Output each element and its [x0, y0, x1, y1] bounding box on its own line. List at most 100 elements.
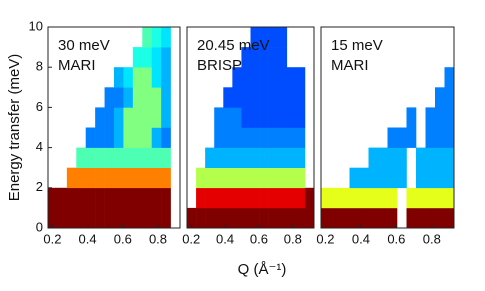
- heat-cell: [151, 67, 162, 88]
- x-tick-label: 0.8: [149, 231, 167, 246]
- axes-frame: [186, 26, 315, 229]
- heat-cell: [378, 187, 388, 209]
- heat-cell: [205, 207, 215, 229]
- heat-cell: [277, 187, 288, 209]
- y-tick-label: 0: [36, 219, 43, 234]
- heat-cell: [76, 147, 87, 168]
- heat-cell: [241, 67, 251, 88]
- heat-cell: [114, 207, 124, 229]
- heat-cell: [196, 187, 206, 209]
- heat-cell: [259, 167, 269, 189]
- heat-cell: [444, 147, 455, 168]
- heat-cell: [142, 67, 153, 88]
- heat-cell: [330, 207, 341, 229]
- x-tick-label: 0.6: [250, 231, 268, 246]
- heat-cell: [295, 107, 306, 128]
- heat-cell: [416, 207, 426, 229]
- heat-cell: [214, 167, 224, 189]
- heat-cell: [214, 147, 224, 168]
- heat-cell: [232, 107, 242, 128]
- heat-cell: [241, 147, 251, 168]
- heat-cell: [241, 87, 251, 108]
- heat-cell: [330, 187, 341, 209]
- heat-cell: [132, 127, 143, 148]
- heat-cell: [321, 187, 331, 209]
- heat-cell: [268, 147, 279, 168]
- heat-cell: [435, 187, 445, 209]
- heat-cell: [232, 207, 242, 229]
- heat-cell: [359, 167, 369, 189]
- heat-cell: [277, 67, 288, 88]
- heat-cell: [416, 187, 426, 209]
- heat-cell: [241, 107, 251, 128]
- heat-cell: [223, 207, 233, 229]
- heat-cell: [435, 107, 445, 128]
- heat-cell: [223, 127, 233, 148]
- heat-cell: [104, 107, 115, 128]
- heat-cell: [368, 147, 379, 168]
- heat-cell: [132, 87, 143, 108]
- heat-cell: [406, 127, 417, 148]
- heat-cell: [368, 167, 379, 189]
- panel-annotation: 30 meV: [58, 37, 110, 54]
- heat-cell: [48, 187, 58, 209]
- heat-cell: [268, 87, 279, 108]
- heat-cell: [214, 187, 224, 209]
- heat-cell: [114, 147, 124, 168]
- heat-cell: [232, 127, 242, 148]
- heat-cell: [304, 187, 315, 209]
- heat-cell: [295, 67, 306, 88]
- heat-cell: [259, 147, 269, 168]
- heat-cell: [295, 147, 306, 168]
- heat-cell: [205, 147, 215, 168]
- heat-cell: [378, 207, 388, 229]
- heat-cell: [295, 187, 306, 209]
- heat-cell: [387, 207, 398, 229]
- heat-cell: [425, 127, 436, 148]
- heat-cell: [340, 207, 350, 229]
- heat-cell: [268, 187, 279, 209]
- x-tick-label: 0.2: [43, 231, 61, 246]
- heat-cell: [232, 67, 242, 88]
- heat-cell: [142, 147, 153, 168]
- heat-cell: [151, 107, 162, 128]
- heat-cell: [66, 207, 77, 229]
- heat-cell: [259, 207, 269, 229]
- heat-cell: [286, 67, 297, 88]
- y-tick-label: 10: [29, 18, 43, 33]
- heat-cell: [277, 27, 288, 48]
- heat-cell: [132, 167, 143, 189]
- heat-cell: [250, 67, 260, 88]
- heat-cell: [85, 127, 96, 148]
- y-axis-label: Energy transfer (meV): [6, 54, 23, 202]
- y-tick-label: 6: [36, 99, 43, 114]
- heat-cell: [444, 187, 455, 209]
- heat-cell: [151, 127, 162, 148]
- heat-cell: [425, 107, 436, 128]
- heat-cell: [397, 127, 407, 148]
- heat-cell: [277, 127, 288, 148]
- heat-cell: [104, 87, 115, 108]
- heat-cell: [268, 207, 279, 229]
- heat-cell: [241, 207, 251, 229]
- heat-cell: [286, 127, 297, 148]
- heat-cell: [435, 127, 445, 148]
- heat-cell: [114, 167, 124, 189]
- heat-cell: [161, 147, 171, 168]
- heat-cell: [425, 147, 436, 168]
- heat-cell: [232, 167, 242, 189]
- heat-cell: [286, 167, 297, 189]
- heat-cell: [425, 207, 436, 229]
- heat-cell: [104, 147, 115, 168]
- heat-cell: [286, 87, 297, 108]
- heat-cell: [349, 167, 360, 189]
- heat-cell: [268, 167, 279, 189]
- heat-cell: [161, 27, 171, 48]
- heat-cell: [161, 107, 171, 128]
- heat-cell: [387, 127, 398, 148]
- heat-cell: [387, 167, 398, 189]
- heat-cell: [66, 187, 77, 209]
- heat-cell: [151, 167, 162, 189]
- heat-cell: [223, 107, 233, 128]
